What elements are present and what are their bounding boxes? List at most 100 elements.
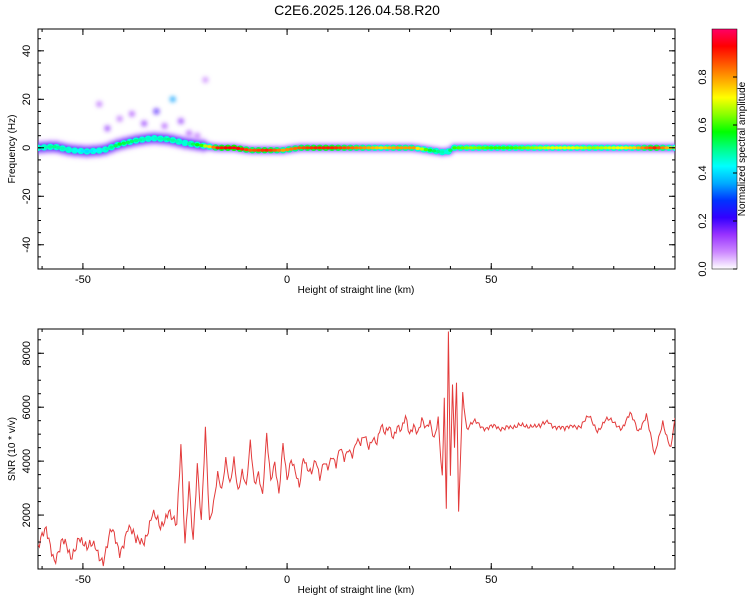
spectrogram-ridge-cell xyxy=(203,144,208,148)
spectrogram-ridge-cell xyxy=(264,148,269,152)
spectrogram-ridge-cell xyxy=(350,146,355,150)
x-tick-label: 50 xyxy=(485,574,497,586)
spectrogram-ridge-cell xyxy=(309,146,314,150)
spectrogram-ridge-cell xyxy=(125,140,131,144)
spectrogram-ridge-cell xyxy=(80,149,86,153)
spectrogram-ridge-cell xyxy=(137,138,143,142)
spectrogram-ridge-cell xyxy=(517,146,523,150)
spectrogram-ridge-cell xyxy=(627,146,633,150)
spectrogram-scatter-blob xyxy=(194,132,201,139)
spectrogram-ridge-cell xyxy=(219,146,224,150)
spectrogram-ridge-cell xyxy=(354,146,359,150)
spectrogram-ridge-cell xyxy=(92,149,98,153)
spectrogram-ridge-cell xyxy=(460,146,465,150)
x-tick-label: -50 xyxy=(75,274,91,286)
spectrogram-ridge-cell xyxy=(476,146,482,150)
spectrogram-ridge-cell xyxy=(284,148,290,152)
spectrogram-ridge-cell xyxy=(521,146,527,150)
spectrogram-ridge-cell xyxy=(305,146,310,150)
spectrogram-scatter-blob xyxy=(116,115,123,122)
colorbar-tick-label: 0.2 xyxy=(697,213,709,228)
spectrogram-ridge-cell xyxy=(276,148,282,152)
spectrogram-ridge-cell xyxy=(113,144,118,148)
spectrogram-ridge-cell xyxy=(366,146,371,150)
spectrogram-ridge-cell xyxy=(644,146,649,150)
spectrogram-ridge-cell xyxy=(60,146,65,150)
spectrogram-ridge-cell xyxy=(623,146,629,150)
spectrogram-ridge-cell xyxy=(88,149,94,153)
spectrogram-ridge-cell xyxy=(325,146,331,150)
snr-ticks: -50 0 50 2000 4000 6000 8000 xyxy=(21,329,675,586)
spectrogram-ridge-cell xyxy=(117,142,122,146)
spectrogram-ridge-cell xyxy=(52,144,57,149)
spectrogram-ridge-cell xyxy=(431,149,437,153)
spectrogram-ridge-cell xyxy=(525,146,531,150)
snr-x-axis-label: Height of straight line (km) xyxy=(298,585,415,596)
spectrogram-ridge-cell xyxy=(566,146,572,150)
spectrogram-ridge-cell xyxy=(97,148,102,153)
spectrogram-ridge-cell xyxy=(411,146,416,150)
y-tick-label: -20 xyxy=(21,188,33,204)
spectrogram-ridge-cell xyxy=(452,146,457,150)
spectrogram-ridge-cell xyxy=(533,146,539,150)
spectrogram-ridge-cell xyxy=(505,146,510,150)
spectrogram-ridge-cell xyxy=(382,146,388,150)
spectrogram-ridge-cell xyxy=(578,146,584,150)
spectrogram-ridge-cell xyxy=(48,145,53,149)
spectrogram-ridge-cell xyxy=(84,149,90,154)
spectrogram-ridge-cell xyxy=(211,145,216,149)
spectrogram-ridge-cell xyxy=(154,136,159,140)
spectrogram-ridge-cell xyxy=(546,146,551,150)
spectrogram-ridge-cell xyxy=(484,146,490,150)
spectrogram-ridge-cell xyxy=(640,146,645,150)
snr-panel: -50 0 50 2000 4000 6000 8000 Height of straigh… xyxy=(7,328,676,596)
spectrogram-ridge-cell xyxy=(358,146,363,150)
spectrogram-ridge-cell xyxy=(456,146,461,150)
spectrogram-ridge-cell xyxy=(648,146,653,150)
colorbar-tick-label: 0.8 xyxy=(697,69,709,84)
spectrogram-scatter-blob xyxy=(96,101,103,108)
spectrogram-ridge-cell xyxy=(407,146,412,150)
spectrogram-ridge-cell xyxy=(195,143,200,147)
spectrogram-ridge-cell xyxy=(652,146,657,150)
spectrogram-ridge-cell xyxy=(448,148,453,152)
y-tick-label: -40 xyxy=(21,237,33,253)
spectrogram-y-axis-label: Frequency (Hz) xyxy=(7,115,18,184)
spectrogram-ridge-cell xyxy=(170,138,175,142)
spectrogram-ridge-cell xyxy=(472,146,478,150)
spectrogram-ridge-cell xyxy=(256,148,261,152)
spectrogram-ridge-cell xyxy=(297,146,302,150)
spectrogram-ridge-cell xyxy=(321,146,327,150)
spectrogram-ridge-cell xyxy=(554,146,559,150)
spectrogram-ridge-cell xyxy=(260,148,265,152)
y-tick-label: 20 xyxy=(21,93,33,105)
spectrogram-ridge-cell xyxy=(399,146,404,150)
spectrogram-ridge-cell xyxy=(329,146,335,150)
spectrogram-ridge-cell xyxy=(378,146,384,150)
spectrogram-ridge-cell xyxy=(162,137,167,141)
spectrogram-plot-area xyxy=(38,76,675,159)
y-tick-label: 0 xyxy=(21,145,33,151)
x-tick-label: 0 xyxy=(284,274,290,286)
spectrogram-ridge-cell xyxy=(550,146,555,150)
spectrogram-ridge-cell xyxy=(587,146,592,150)
spectrogram-ridge-cell xyxy=(660,146,665,150)
spectrogram-ridge-cell xyxy=(489,146,494,150)
spectrogram-ridge-cell xyxy=(415,146,420,150)
spectrogram-ridge-cell xyxy=(174,139,180,143)
spectrogram-ridge-cell xyxy=(342,146,347,150)
spectrogram-ridge-cell xyxy=(427,148,433,152)
x-tick-label: 0 xyxy=(284,574,290,586)
spectrogram-ridge-cell xyxy=(129,139,135,144)
spectrogram-ridge-cell xyxy=(101,148,106,152)
colorbar-gradient xyxy=(711,28,738,270)
spectrogram-scatter-blob xyxy=(169,96,176,103)
spectrogram-ridge-cell xyxy=(370,146,376,150)
x-tick-label: -50 xyxy=(75,574,91,586)
spectrogram-ridge-cell xyxy=(182,141,188,145)
spectrogram-ridge-cell xyxy=(582,146,588,150)
spectrogram-ridge-cell xyxy=(223,146,229,150)
spectrogram-ridge-cell xyxy=(497,146,502,150)
spectrogram-ticks: -50 0 50 -40 -20 0 20 40 xyxy=(21,29,675,286)
